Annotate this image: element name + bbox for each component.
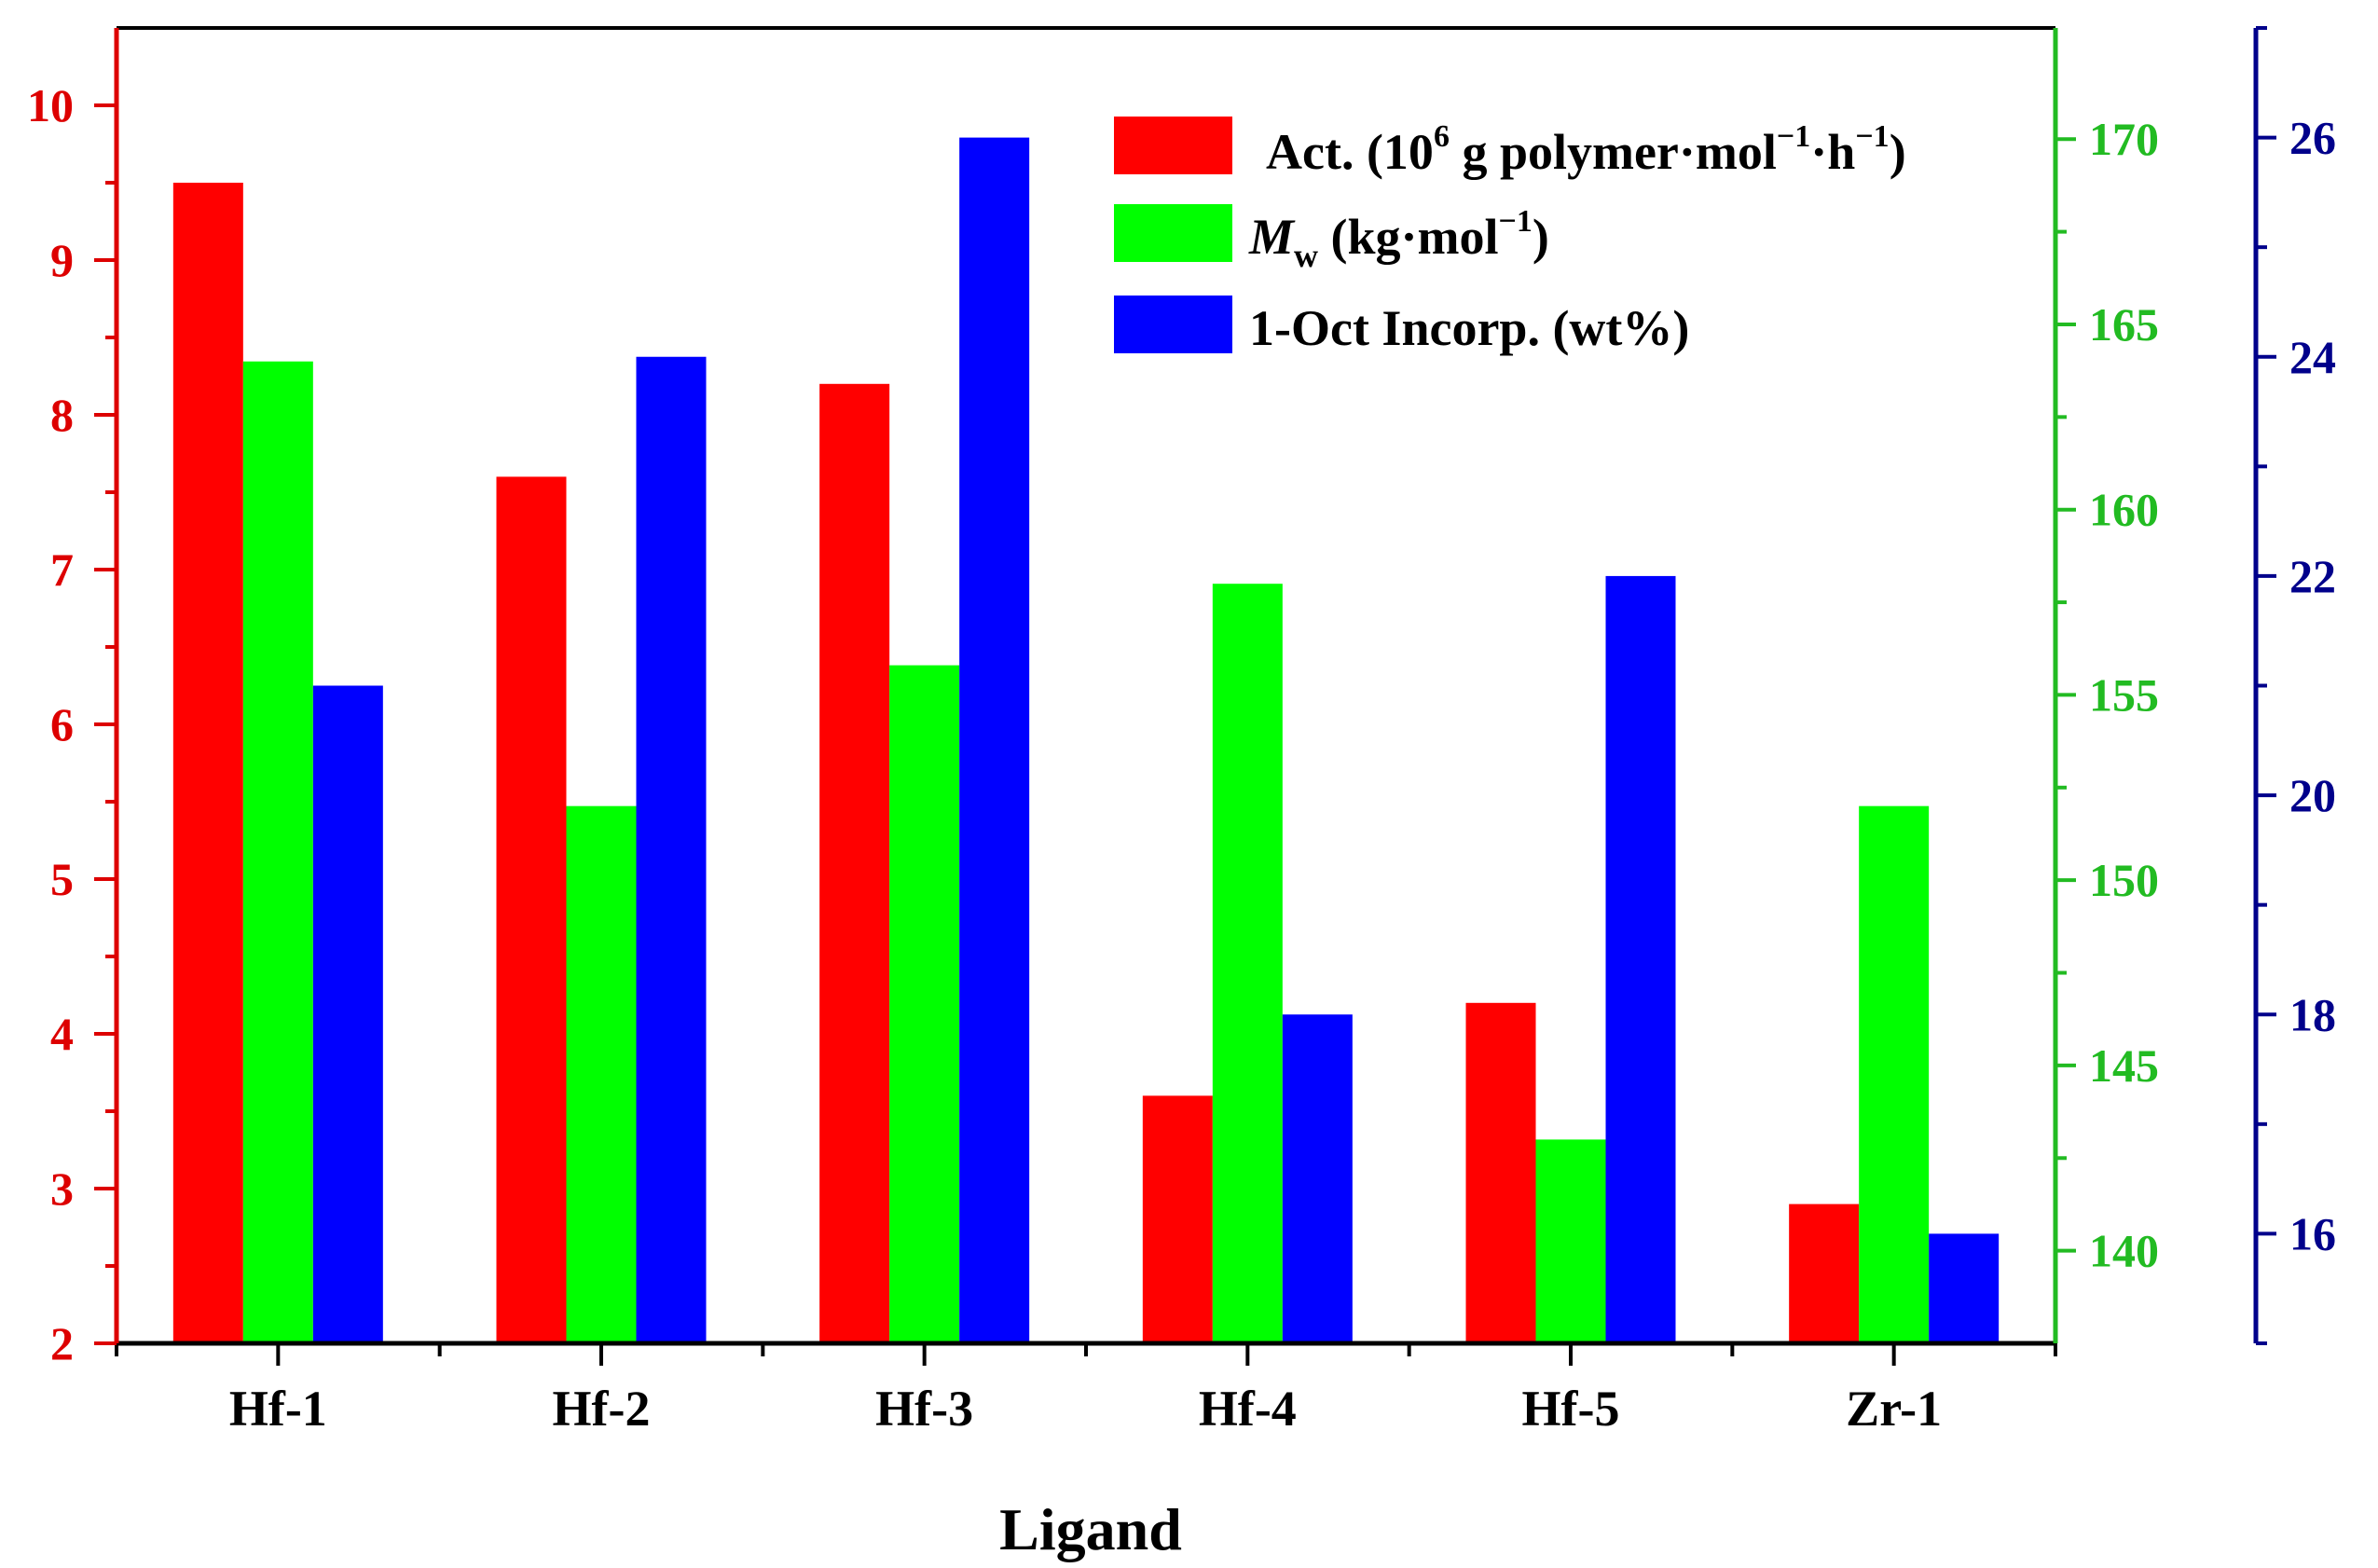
bar-act-hf-4 bbox=[1142, 1095, 1213, 1343]
right-oct-tick-label: 26 bbox=[2289, 112, 2336, 164]
left-tick-label: 9 bbox=[50, 234, 74, 286]
bar-1-oct-incorp-hf-2 bbox=[636, 356, 707, 1343]
bar-mw-hf-4 bbox=[1212, 584, 1283, 1343]
left-tick-label: 7 bbox=[50, 543, 74, 596]
bar-1-oct-incorp-hf-3 bbox=[959, 137, 1030, 1343]
right-mw-tick-label: 165 bbox=[2089, 298, 2159, 351]
right-mw-tick-label: 150 bbox=[2089, 854, 2159, 906]
right-oct-tick-label: 16 bbox=[2289, 1207, 2336, 1259]
bar-1-oct-incorp-hf-5 bbox=[1605, 575, 1676, 1343]
right-mw-tick-label: 155 bbox=[2089, 668, 2159, 721]
bar-act-hf-5 bbox=[1465, 1002, 1536, 1343]
bar-act-zr-1 bbox=[1789, 1204, 1860, 1343]
legend-swatch-act bbox=[1114, 117, 1232, 174]
legend-swatch-oct bbox=[1114, 296, 1232, 353]
bar-1-oct-incorp-hf-1 bbox=[312, 685, 383, 1343]
axes-layer: Hf-1 Hf-2 Hf-3 Hf-4 Hf-5 Zr-1 2 3 4 5 6 7 8 9 10 140 145… bbox=[27, 26, 2336, 1437]
bar-mw-hf-2 bbox=[566, 805, 637, 1343]
bars-layer bbox=[172, 137, 2000, 1344]
x-tick-label-hf-5: Hf-5 bbox=[1522, 1381, 1620, 1437]
x-tick-label-zr-1: Zr-1 bbox=[1846, 1381, 1942, 1437]
x-axis-title: Ligand bbox=[999, 1496, 1182, 1562]
right-mw-tick-label: 140 bbox=[2089, 1225, 2159, 1277]
left-tick-label: 4 bbox=[50, 1008, 74, 1060]
x-tick-label-hf-1: Hf-1 bbox=[229, 1381, 327, 1437]
x-tick-label-hf-3: Hf-3 bbox=[875, 1381, 973, 1437]
legend-label-mw: Mw (kg·mol−1) bbox=[1248, 204, 1549, 274]
bar-mw-hf-1 bbox=[242, 361, 313, 1344]
right-mw-tick-label: 170 bbox=[2089, 113, 2159, 165]
bar-mw-hf-5 bbox=[1535, 1139, 1606, 1343]
right-oct-tick-label: 18 bbox=[2289, 988, 2336, 1040]
left-tick-label: 10 bbox=[27, 79, 74, 131]
bar-mw-hf-3 bbox=[889, 665, 960, 1343]
legend-swatch-mw bbox=[1114, 204, 1232, 262]
right-oct-tick-label: 24 bbox=[2289, 331, 2336, 383]
left-tick-label: 6 bbox=[50, 698, 74, 750]
right-mw-tick-label: 145 bbox=[2089, 1039, 2159, 1092]
right-mw-tick-label: 160 bbox=[2089, 484, 2159, 536]
bar-act-hf-2 bbox=[496, 476, 567, 1343]
right-oct-tick-label: 22 bbox=[2289, 550, 2336, 602]
left-tick-label: 3 bbox=[50, 1162, 74, 1215]
bar-mw-zr-1 bbox=[1859, 805, 1930, 1343]
bar-act-hf-3 bbox=[819, 383, 890, 1343]
left-tick-label: 2 bbox=[50, 1317, 74, 1369]
bar-act-hf-1 bbox=[172, 183, 243, 1343]
legend-label-oct: 1-Oct Incorp. (wt%) bbox=[1249, 300, 1689, 356]
bar-1-oct-incorp-hf-4 bbox=[1282, 1014, 1353, 1343]
x-tick-label-hf-4: Hf-4 bbox=[1199, 1381, 1297, 1437]
left-tick-label: 5 bbox=[50, 853, 74, 905]
legend: Act. (106 g polymer·mol−1·h−1) Mw (kg·mo… bbox=[1114, 117, 1906, 356]
x-tick-label-hf-2: Hf-2 bbox=[553, 1381, 651, 1437]
bar-1-oct-incorp-zr-1 bbox=[1929, 1233, 2000, 1343]
legend-label-act: Act. (106 g polymer·mol−1·h−1) bbox=[1266, 119, 1906, 180]
right-oct-tick-label: 20 bbox=[2289, 769, 2336, 821]
left-tick-label: 8 bbox=[50, 389, 74, 441]
